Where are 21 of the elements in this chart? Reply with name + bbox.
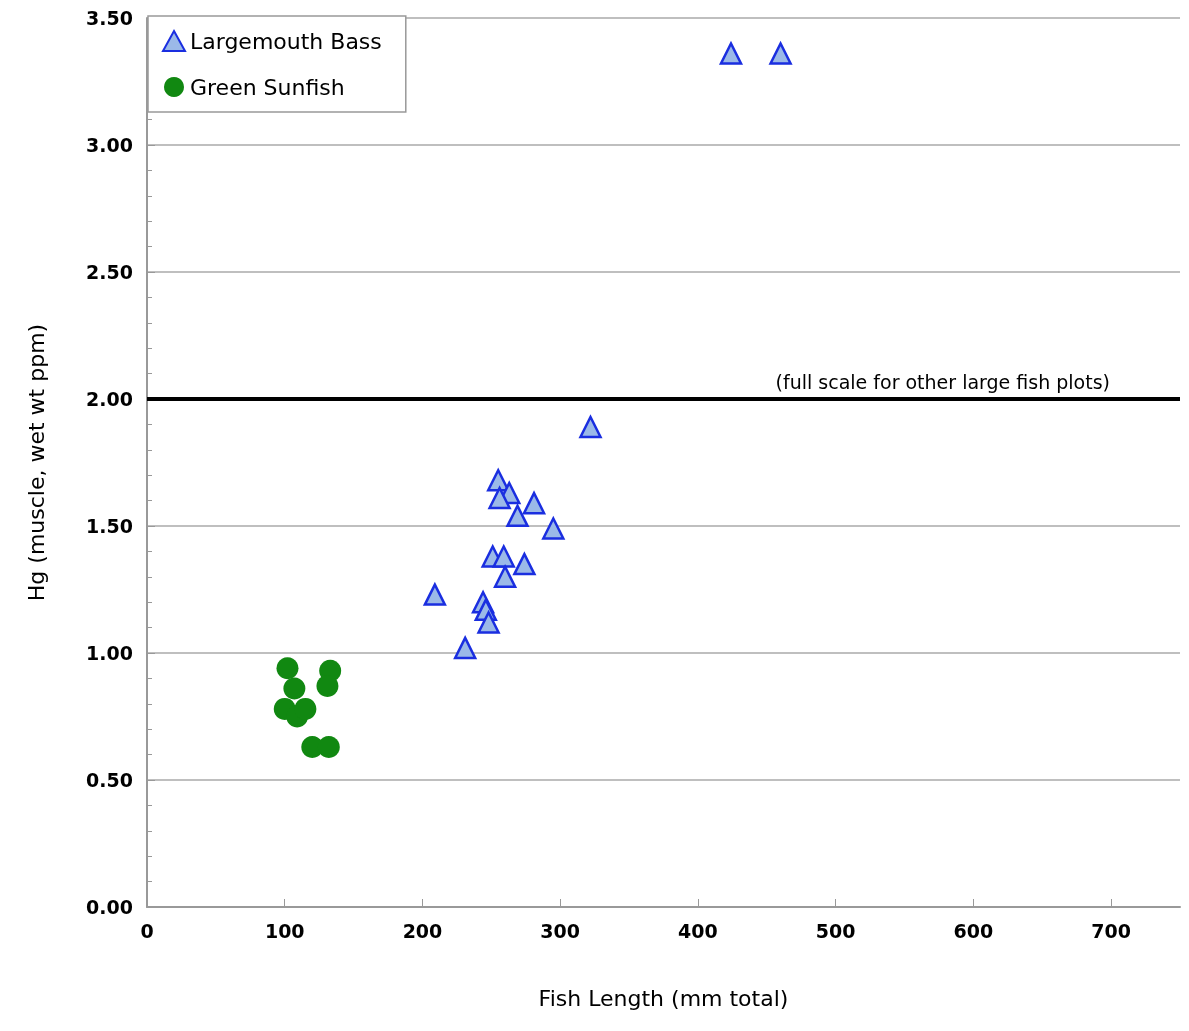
y-tick-label: 3.50 — [86, 7, 133, 29]
x-tick-label: 500 — [815, 919, 856, 942]
y-tick-label: 2.00 — [86, 388, 133, 410]
x-tick-label: 0 — [140, 919, 154, 942]
ref-line-label: (full scale for other large fish plots) — [775, 370, 1110, 393]
x-tick-label: 100 — [264, 919, 305, 942]
y-axis-title: Hg (muscle, wet wt ppm) — [23, 323, 49, 602]
y-tick-label: 3.00 — [86, 134, 133, 156]
y-tick-label: 0.00 — [86, 896, 133, 918]
x-tick-label: 300 — [540, 919, 581, 942]
x-tick-label: 700 — [1091, 919, 1131, 942]
x-tick-label: 200 — [402, 919, 443, 942]
y-tick-label: 1.00 — [86, 642, 133, 664]
y-tick-label: 0.50 — [86, 769, 133, 791]
y-tick-label: 2.50 — [86, 261, 133, 283]
x-axis-title: Fish Length (mm total) — [538, 985, 789, 1011]
legend-label: Largemouth Bass — [190, 28, 382, 54]
x-tick-label: 600 — [953, 919, 994, 942]
x-tick-label: 400 — [678, 919, 718, 942]
legend-label: Green Sunfish — [190, 74, 345, 100]
y-tick-label: 1.50 — [86, 515, 133, 537]
